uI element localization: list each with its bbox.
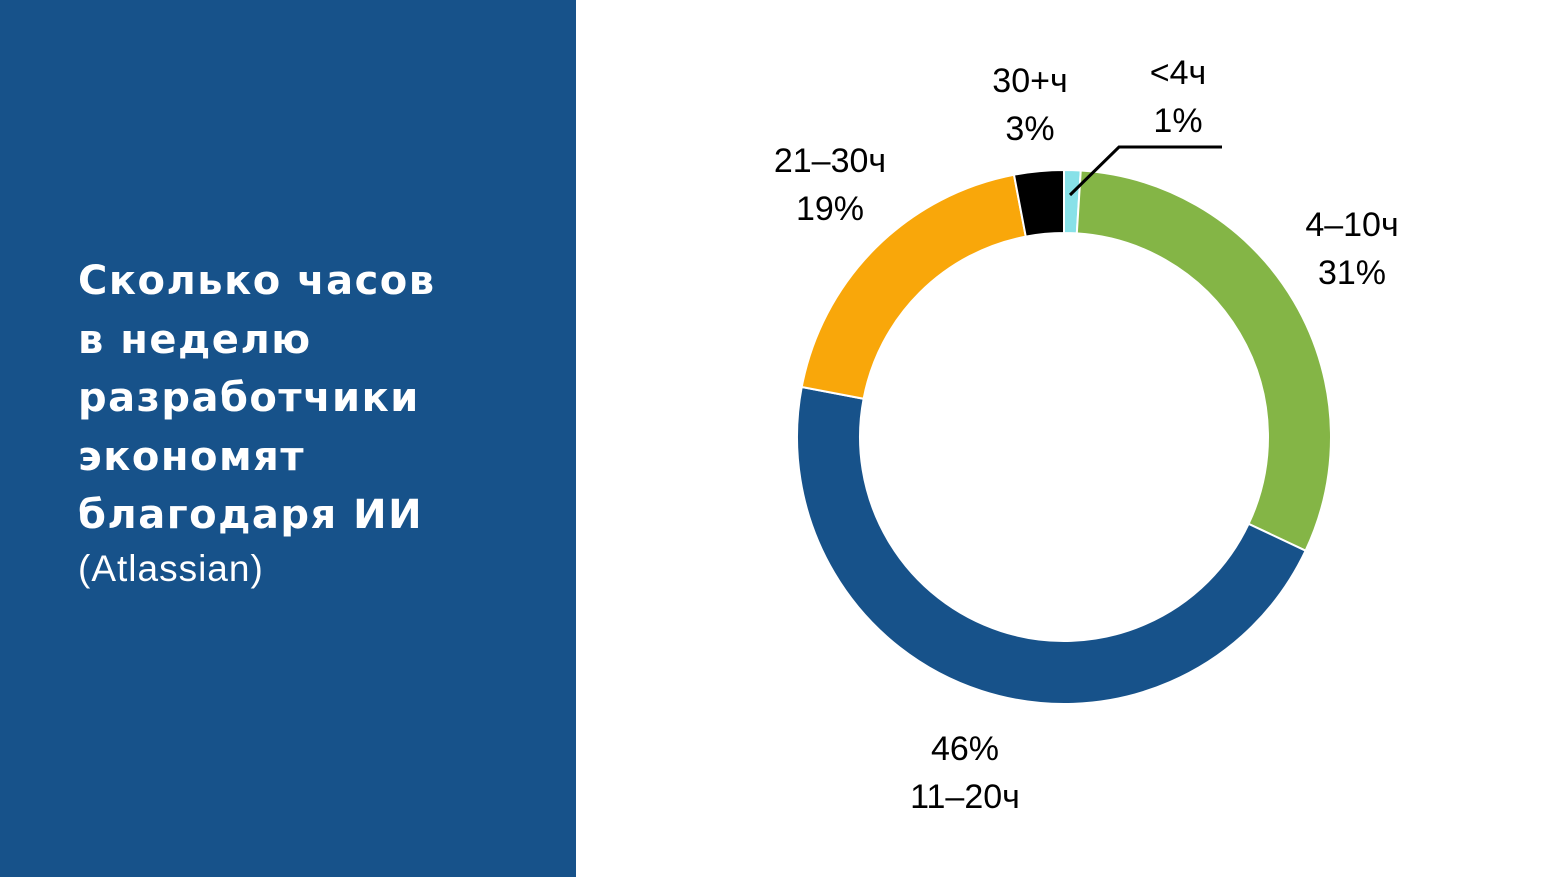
heading-block: Сколько часов в неделю разработчики экон… (78, 252, 548, 593)
slice-category-label: 21–30ч (774, 142, 886, 180)
slice-value-label: 46% (931, 730, 999, 768)
slice-value-label: 19% (796, 190, 864, 228)
slide-title: Сколько часов в неделю разработчики экон… (78, 258, 436, 538)
slice-value-label: 31% (1318, 254, 1386, 292)
leader-line (1068, 145, 1222, 197)
slice-category-label: 30+ч (992, 62, 1067, 100)
slice-value-label: 3% (1005, 110, 1054, 148)
donut-slice-2 (796, 385, 1307, 705)
side-panel: Сколько часов в неделю разработчики экон… (0, 0, 576, 877)
slice-value-label: 1% (1153, 102, 1202, 140)
donut-slice-1 (1075, 169, 1332, 553)
slice-category-label: <4ч (1150, 54, 1206, 92)
slide-subtitle: (Atlassian) (78, 547, 264, 589)
slice-category-label: 11–20ч (910, 778, 1020, 816)
slice-category-label: 4–10ч (1305, 206, 1398, 244)
donut-slice-4 (1012, 168, 1065, 238)
